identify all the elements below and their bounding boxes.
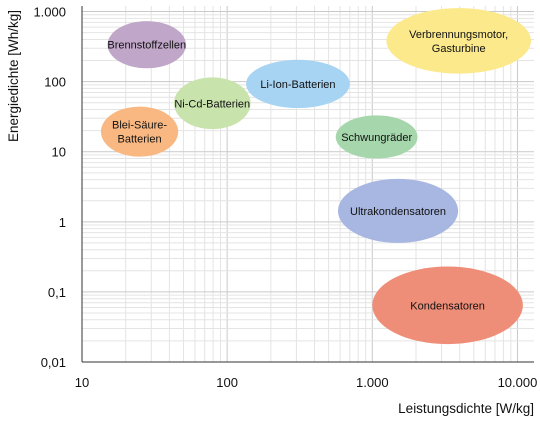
region-ellipse [173, 77, 251, 130]
region-1: Ni-Cd-Batterien [173, 77, 251, 130]
y-tick-label: 10 [52, 145, 66, 160]
region-6: Ultrakondensatoren [337, 178, 459, 243]
region-label: Li-Ion-Batterien [260, 79, 335, 91]
y-tick-label: 1.000 [33, 5, 66, 20]
x-tick-label: 100 [216, 375, 238, 390]
region-label: Ultrakondensatoren [350, 206, 446, 218]
x-axis-title: Leistungsdichte [W/kg] [398, 401, 534, 416]
region-ellipse [335, 115, 418, 159]
region-4: Verbrennungsmotor, Gasturbine [386, 8, 532, 74]
region-2: Li-Ion-Batterien [246, 59, 350, 109]
region-label: Ni-Cd-Batterien [174, 98, 250, 110]
region-ellipse [372, 266, 523, 345]
region-ellipse [246, 59, 350, 109]
y-axis-title: Energiedichte [Wh/kg] [6, 10, 21, 142]
region-label: Batterien [118, 134, 162, 146]
x-tick-label: 10 [75, 375, 89, 390]
region-ellipse [107, 21, 186, 69]
y-tick-label: 100 [44, 75, 66, 90]
region-3: Blei-Säure- Batterien [100, 106, 179, 157]
tick-labels: 10 100 1.000 10.000 0,01 0,1 1 10 100 1.000 [33, 5, 537, 390]
region-0: Brennstoffzellen [107, 21, 186, 69]
region-ellipse [386, 8, 532, 74]
region-label: Kondensatoren [410, 300, 485, 312]
region-label: Schwungräder [341, 132, 412, 144]
region-label: Verbrennungsmotor, [409, 29, 508, 41]
regions: Brennstoffzellen Ni-Cd-Batterien Li-Ion-Ba… [100, 8, 532, 345]
region-label: Blei-Säure- [112, 120, 167, 132]
y-tick-label: 0,1 [48, 285, 66, 300]
region-label: Brennstoffzellen [107, 40, 186, 52]
y-tick-label: 0,01 [41, 355, 66, 370]
region-ellipse [100, 106, 179, 157]
y-tick-label: 1 [59, 215, 66, 230]
x-tick-label: 10.000 [498, 375, 538, 390]
region-7: Kondensatoren [372, 266, 523, 345]
axes [81, 6, 534, 363]
region-label: Gasturbine [432, 43, 486, 55]
region-5: Schwungräder [335, 115, 418, 159]
region-ellipse [337, 178, 459, 243]
x-tick-label: 1.000 [356, 375, 389, 390]
